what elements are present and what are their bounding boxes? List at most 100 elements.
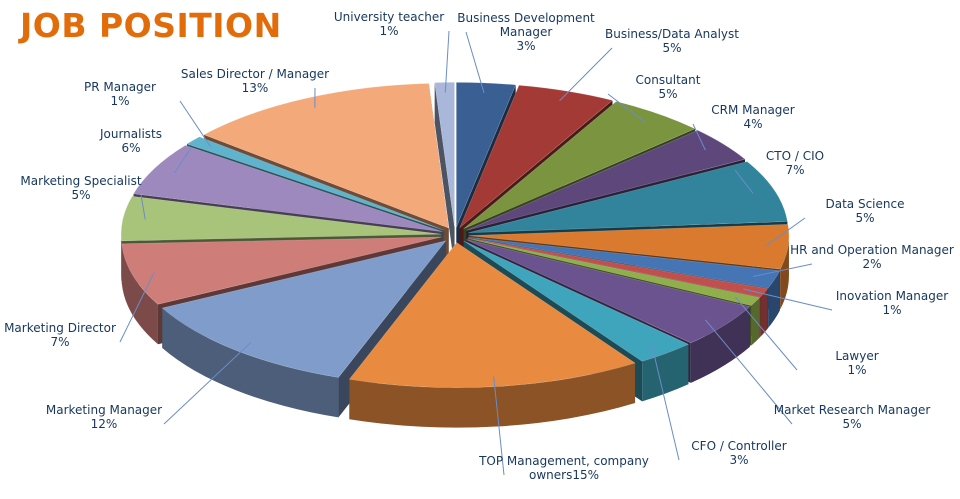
slice-side xyxy=(768,270,780,329)
pie-slice-marketing-manager[interactable] xyxy=(161,240,447,378)
slice-label: University teacher 1% xyxy=(334,10,444,38)
pie-slice-marketing-specialist[interactable] xyxy=(120,195,442,242)
slice-side xyxy=(642,344,689,402)
pie-slice-market-research-manager[interactable] xyxy=(466,239,751,344)
pie-slice-crm-manager[interactable] xyxy=(466,129,746,231)
slice-side xyxy=(162,308,339,418)
leader-line xyxy=(765,217,806,247)
slice-label-line: Business/Data Analyst xyxy=(605,27,739,41)
slice-label-line: CFO / Controller xyxy=(691,439,786,453)
pie-slice-data-science[interactable] xyxy=(468,224,790,270)
slice-label-line: Data Science xyxy=(826,197,905,211)
leader-line xyxy=(444,30,450,93)
pie-slice-cfo-controller[interactable] xyxy=(463,240,690,362)
slice-label: TOP Management, company owners15% xyxy=(478,454,649,482)
slice-label-line: Journalists xyxy=(99,127,162,141)
slice-label: Sales Director / Manager 13% xyxy=(181,67,329,95)
slice-wall xyxy=(434,82,455,268)
pie-slice-cto-cio[interactable] xyxy=(468,161,788,234)
leader-line xyxy=(704,319,793,425)
pie-slice-top-management-company-owners[interactable] xyxy=(348,242,636,388)
slice-label-line: Lawyer xyxy=(835,349,878,363)
slice-label: PR Manager 1% xyxy=(84,80,156,108)
pie-slice-pr-manager[interactable] xyxy=(186,136,445,231)
slice-label-line: Marketing Specialist xyxy=(20,174,141,188)
slice-label: Inovation Manager 1% xyxy=(836,289,948,317)
slice-label: Marketing Director 7% xyxy=(4,321,116,349)
leader-line xyxy=(735,296,798,371)
slice-side xyxy=(690,306,750,383)
leader-line xyxy=(607,93,645,123)
slice-label-line: 5% xyxy=(662,41,681,55)
leader-line xyxy=(179,100,211,147)
slice-label-line: 1% xyxy=(110,94,129,108)
slice-label-line: Consultant xyxy=(636,73,701,87)
slice-label: CTO / CIO 7% xyxy=(766,149,824,177)
slice-label-line: 5% xyxy=(855,211,874,225)
slice-label-line: 6% xyxy=(121,141,140,155)
slice-label: Lawyer 1% xyxy=(835,349,878,377)
slice-label-line: Manager xyxy=(500,25,553,39)
leader-line xyxy=(734,169,754,194)
slice-label-line: CRM Manager xyxy=(711,103,795,117)
leader-line xyxy=(559,47,613,102)
slice-label-line: CTO / CIO xyxy=(766,149,824,163)
pie-slice-business-data-analyst[interactable] xyxy=(459,84,614,228)
slice-label-line: 12% xyxy=(91,417,118,431)
pie-slice-journalists[interactable] xyxy=(133,144,443,232)
slice-label: Journalists 6% xyxy=(99,127,162,155)
slice-label: Data Science 5% xyxy=(826,197,905,225)
slice-label-line: PR Manager xyxy=(84,80,156,94)
slice-label-line: Business Development xyxy=(457,11,595,25)
slice-label-line: 4% xyxy=(743,117,762,131)
slice-label: HR and Operation Manager 2% xyxy=(790,243,954,271)
slice-label-line: 5% xyxy=(842,417,861,431)
slice-label-line: 1% xyxy=(847,363,866,377)
leader-line xyxy=(752,263,813,278)
slice-label-line: 1% xyxy=(379,24,398,38)
slice-label-line: 1% xyxy=(882,303,901,317)
slice-label-line: 7% xyxy=(785,163,804,177)
slice-label: Marketing Manager 12% xyxy=(46,403,162,431)
pie-slice-sales-director-manager[interactable] xyxy=(203,83,450,229)
slice-label: CFO / Controller 3% xyxy=(691,439,786,467)
slice-label-line: 3% xyxy=(729,453,748,467)
slice-label-line: Market Research Manager xyxy=(774,403,931,417)
slice-side xyxy=(121,243,158,345)
slice-label: Business Development Manager 3% xyxy=(457,11,595,53)
slice-label-line: 7% xyxy=(50,335,69,349)
slice-label: CRM Manager 4% xyxy=(711,103,795,131)
slice-label: Business/Data Analyst 5% xyxy=(605,27,739,55)
leader-line xyxy=(140,194,146,220)
slice-label: Consultant 5% xyxy=(636,73,701,101)
slice-label: Market Research Manager 5% xyxy=(774,403,931,431)
leader-line xyxy=(651,345,680,461)
pie-slice-lawyer[interactable] xyxy=(467,238,761,306)
slice-label-line: 13% xyxy=(242,81,269,95)
leader-line xyxy=(174,147,192,174)
slice-label: Marketing Specialist 5% xyxy=(20,174,141,202)
slice-label-line: 3% xyxy=(516,39,535,53)
slice-label-line: 5% xyxy=(71,188,90,202)
leader-line xyxy=(163,342,251,425)
leader-line xyxy=(465,31,485,94)
slice-label-line: owners15% xyxy=(529,468,599,482)
leader-line xyxy=(692,123,706,151)
pie-slice-university-teacher[interactable] xyxy=(434,82,455,228)
slice-label-line: 5% xyxy=(658,87,677,101)
slice-label-line: HR and Operation Manager xyxy=(790,243,954,257)
slice-label-line: Inovation Manager xyxy=(836,289,948,303)
pie-slice-business-development-manager[interactable] xyxy=(456,82,517,228)
leader-line xyxy=(119,272,155,343)
slice-label-line: University teacher xyxy=(334,10,444,24)
slice-side xyxy=(780,235,789,310)
slice-label-line: Sales Director / Manager xyxy=(181,67,329,81)
slice-side xyxy=(349,363,636,428)
chart-title: JOB POSITION xyxy=(20,6,282,45)
pie-slice-inovation-manager[interactable] xyxy=(467,237,769,298)
slice-label-line: Marketing Director xyxy=(4,321,116,335)
slice-label-line: Marketing Manager xyxy=(46,403,162,417)
pie-slice-marketing-director[interactable] xyxy=(121,236,442,305)
